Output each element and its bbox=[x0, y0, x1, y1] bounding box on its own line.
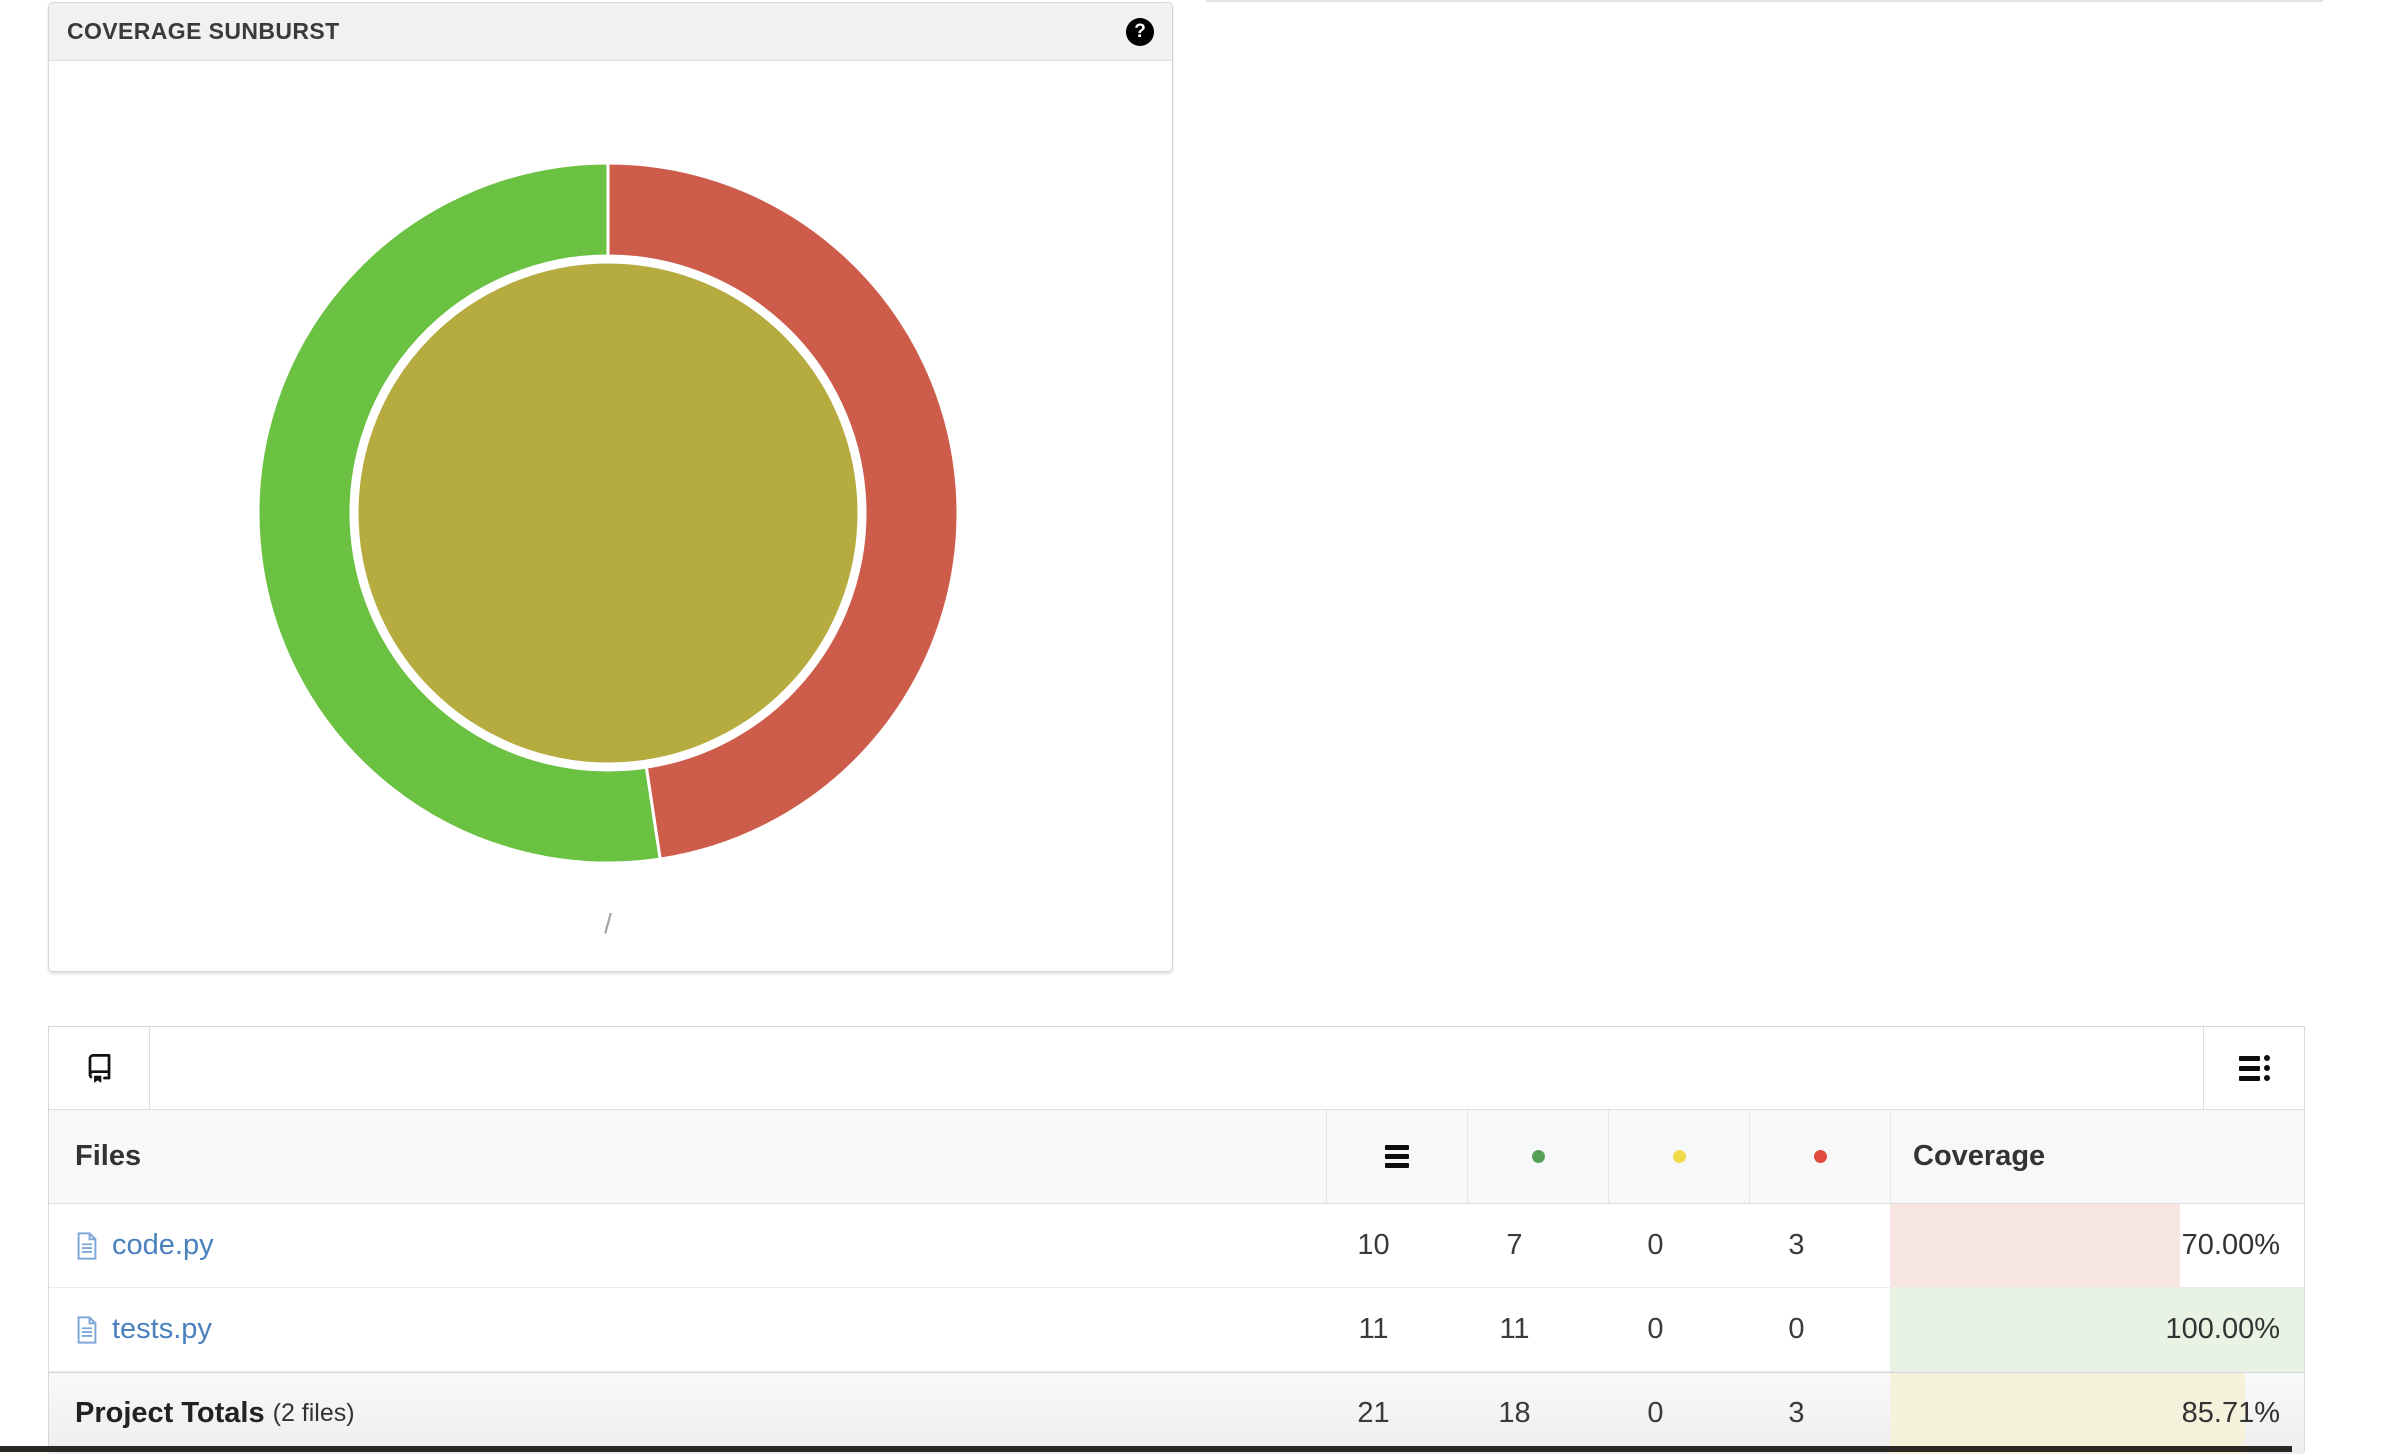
table-row: tests.py 11 11 0 0 100.00% bbox=[49, 1288, 2304, 1372]
coverage-bar bbox=[1890, 1204, 2180, 1287]
file-text-icon bbox=[77, 1231, 97, 1260]
cutoff-panel-edge bbox=[1206, 0, 2323, 2]
coverage-percent: 100.00% bbox=[2165, 1313, 2281, 1345]
sunburst-root-label: / bbox=[604, 908, 612, 939]
table-row: code.py 10 7 0 3 70.00% bbox=[49, 1204, 2304, 1288]
partials-count: 0 bbox=[1647, 1313, 1664, 1345]
table-header-row: Files Coverage bbox=[49, 1110, 2304, 1204]
header-misses[interactable] bbox=[1749, 1110, 1890, 1203]
tree-view-button[interactable] bbox=[49, 1027, 150, 1109]
list-columns-icon bbox=[2238, 1051, 2270, 1085]
misses-count: 3 bbox=[1788, 1397, 1805, 1429]
coverage-sunburst-panel: COVERAGE SUNBURST ? / bbox=[48, 2, 1173, 972]
repo-book-icon bbox=[88, 1053, 110, 1083]
totals-label: Project Totals bbox=[75, 1397, 265, 1429]
totals-file-count: (2 files) bbox=[272, 1399, 355, 1427]
files-table: Files Coverage bbox=[48, 1026, 2305, 1454]
partials-count: 0 bbox=[1647, 1229, 1664, 1261]
lines-icon bbox=[1385, 1141, 1409, 1172]
sunburst-svg bbox=[256, 161, 960, 865]
coverage-percent: 70.00% bbox=[2181, 1229, 2280, 1261]
coverage-bar bbox=[1890, 1373, 2245, 1454]
sunburst-slice-code.py[interactable] bbox=[606, 161, 960, 861]
hits-dot-icon bbox=[1531, 1150, 1545, 1163]
project-totals-row: Project Totals (2 files) 21 18 0 3 85.71… bbox=[49, 1372, 2304, 1454]
file-text-icon bbox=[77, 1315, 97, 1344]
hits-count: 11 bbox=[1499, 1313, 1530, 1345]
table-toolbar bbox=[49, 1027, 2304, 1110]
coverage-bar bbox=[1890, 1288, 2304, 1371]
sunburst-ring[interactable] bbox=[256, 161, 960, 865]
header-lines[interactable] bbox=[1326, 1110, 1467, 1203]
sunburst-center[interactable] bbox=[355, 260, 861, 766]
toolbar-spacer bbox=[150, 1027, 2203, 1109]
panel-header: COVERAGE SUNBURST ? bbox=[49, 3, 1172, 61]
header-partials[interactable] bbox=[1608, 1110, 1749, 1203]
hits-count: 18 bbox=[1498, 1397, 1531, 1429]
misses-dot-icon bbox=[1813, 1150, 1827, 1163]
header-hits[interactable] bbox=[1467, 1110, 1608, 1203]
lines-count: 10 bbox=[1357, 1229, 1390, 1261]
file-link-tests[interactable]: tests.py bbox=[75, 1313, 212, 1346]
hits-count: 7 bbox=[1506, 1229, 1523, 1261]
misses-count: 3 bbox=[1788, 1229, 1805, 1261]
lines-count: 11 bbox=[1358, 1313, 1389, 1345]
cutoff-bottom-bar bbox=[0, 1446, 2292, 1452]
sunburst-slice-tests.py[interactable] bbox=[256, 161, 662, 865]
misses-count: 0 bbox=[1788, 1313, 1805, 1345]
partials-count: 0 bbox=[1647, 1397, 1664, 1429]
file-link-code[interactable]: code.py bbox=[75, 1229, 214, 1262]
lines-count: 21 bbox=[1357, 1397, 1390, 1429]
sunburst-chart bbox=[253, 158, 963, 868]
panel-title: COVERAGE SUNBURST bbox=[67, 18, 340, 44]
header-files[interactable]: Files bbox=[75, 1140, 142, 1172]
help-icon[interactable]: ? bbox=[1126, 18, 1154, 46]
coverage-percent: 85.71% bbox=[2181, 1397, 2280, 1429]
header-coverage[interactable]: Coverage bbox=[1890, 1110, 2304, 1203]
column-settings-button[interactable] bbox=[2203, 1027, 2304, 1109]
partials-dot-icon bbox=[1672, 1150, 1686, 1163]
